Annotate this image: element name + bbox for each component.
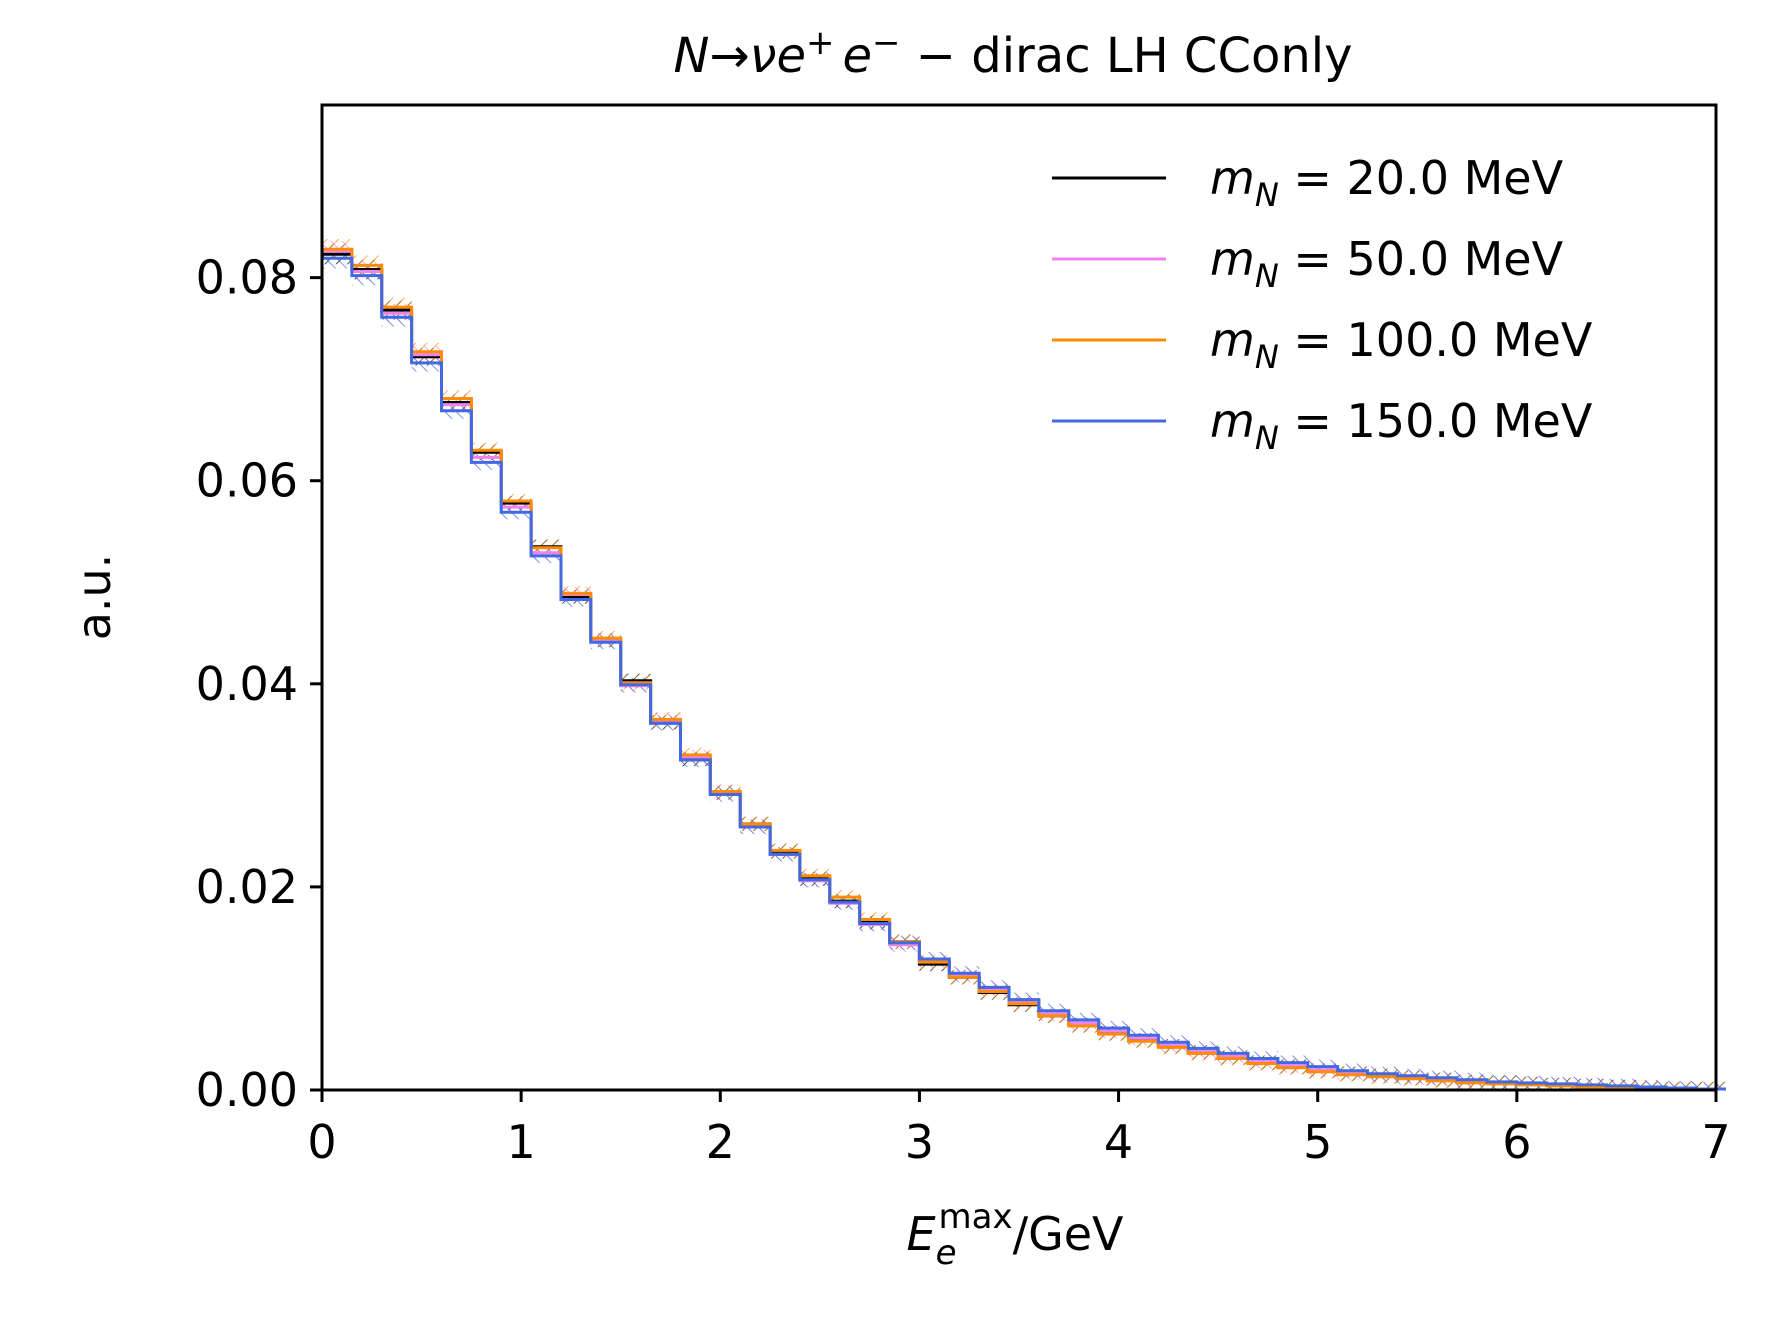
legend-label: mN = 20.0 MeV — [1210, 151, 1564, 214]
x-tick-label: 7 — [1701, 1115, 1730, 1169]
y-axis-ticks: 0.00 0.02 0.04 0.06 0.08 — [196, 251, 322, 1117]
x-tick-label: 0 — [307, 1115, 336, 1169]
uncertainty-band-2 — [322, 241, 1726, 1090]
uncertainty-band-1 — [322, 244, 1726, 1090]
chart-title: N→νe+ e− − dirac LH CConly — [674, 23, 1353, 84]
y-tick-label: 0.02 — [196, 860, 298, 914]
band-bin — [1666, 1080, 1697, 1090]
xlabel-superscript: max — [939, 1197, 1013, 1237]
plot-area — [322, 239, 1726, 1091]
axes-frame — [320, 103, 1718, 1092]
xlabel-symbol: E — [907, 1207, 936, 1261]
title-products: νe — [750, 28, 806, 84]
xlabel-unit: /GeV — [1013, 1207, 1124, 1261]
band-bin — [1696, 1081, 1726, 1090]
series-line-2 — [322, 249, 1726, 1091]
legend: mN = 20.0 MeV mN = 50.0 MeV mN = 100.0 MeV… — [1052, 151, 1593, 457]
title-plus-sign: + — [806, 23, 835, 63]
x-tick-label: 1 — [507, 1115, 536, 1169]
x-tick-label: 5 — [1303, 1115, 1332, 1169]
legend-item: mN = 100.0 MeV — [1052, 313, 1593, 376]
x-tick-label: 4 — [1104, 1115, 1133, 1169]
series-line-1 — [322, 252, 1726, 1091]
title-particle: N — [674, 28, 710, 84]
x-tick-label: 6 — [1502, 1115, 1531, 1169]
y-tick-label: 0.00 — [196, 1063, 298, 1117]
title-electron: e — [842, 28, 872, 84]
title-minus-sign: − — [872, 23, 901, 63]
legend-label: mN = 150.0 MeV — [1210, 394, 1593, 457]
y-axis-label: a.u. — [67, 554, 121, 641]
x-tick-label: 2 — [706, 1115, 735, 1169]
series-line-4 — [322, 256, 1726, 1091]
xlabel-subscript: e — [936, 1233, 957, 1273]
legend-label: mN = 100.0 MeV — [1210, 313, 1593, 376]
uncertainty-band-4 — [322, 248, 1726, 1090]
legend-item: mN = 150.0 MeV — [1052, 394, 1593, 457]
legend-item: mN = 20.0 MeV — [1052, 151, 1564, 214]
title-arrow: → — [709, 28, 749, 84]
series-line-3 — [322, 247, 1726, 1091]
y-tick-label: 0.04 — [196, 657, 298, 711]
band-bin — [1636, 1079, 1667, 1090]
legend-item: mN = 50.0 MeV — [1052, 232, 1564, 295]
y-tick-label: 0.06 — [196, 454, 298, 508]
x-axis-ticks: 0 1 2 3 4 5 6 7 — [307, 1090, 1731, 1169]
legend-label: mN = 50.0 MeV — [1210, 232, 1564, 295]
x-tick-label: 3 — [905, 1115, 934, 1169]
title-suffix: − dirac LH CConly — [901, 28, 1353, 84]
y-tick-label: 0.08 — [196, 251, 298, 305]
x-axis-label: Eemax/GeV — [907, 1197, 1125, 1273]
